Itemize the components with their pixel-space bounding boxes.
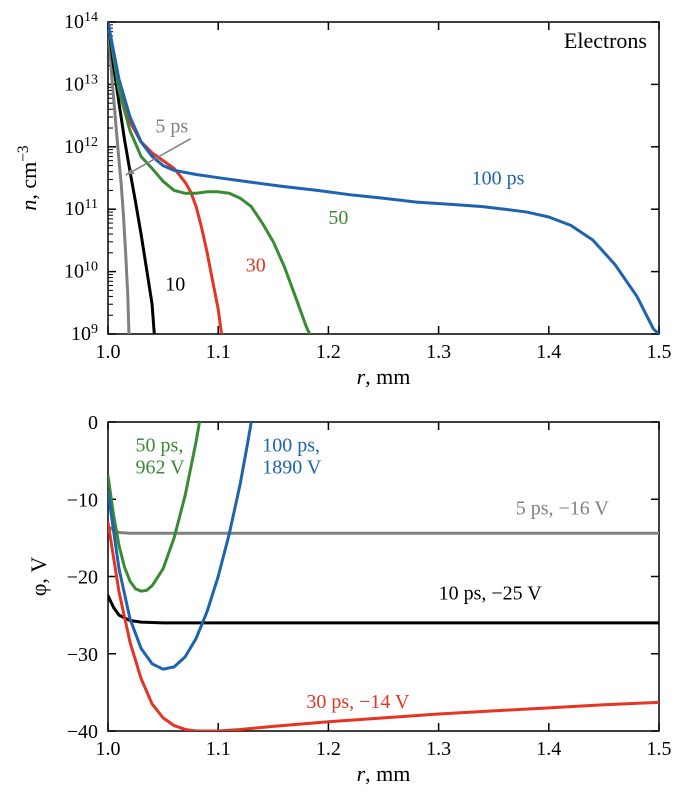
svg-text:1011: 1011 — [65, 197, 98, 221]
bottom-chart-panel: 1.0 1.1 1.2 1.3 1.4 1.5 −40 −30 −20 −10 0 r, mm φ, V… — [10, 408, 675, 793]
svg-text:1012: 1012 — [64, 134, 98, 158]
svg-text:1.1: 1.1 — [206, 738, 231, 760]
svg-text:−30: −30 — [67, 644, 98, 666]
svg-text:5 ps: 5 ps — [155, 115, 188, 137]
svg-text:1890 V: 1890 V — [262, 456, 322, 478]
svg-text:1.2: 1.2 — [316, 738, 341, 760]
svg-text:−10: −10 — [67, 489, 98, 511]
svg-text:1.3: 1.3 — [426, 738, 451, 760]
svg-text:1013: 1013 — [64, 72, 98, 96]
svg-text:−40: −40 — [67, 721, 98, 743]
svg-text:r, mm: r, mm — [357, 761, 411, 786]
svg-text:1.4: 1.4 — [536, 738, 561, 760]
svg-text:30 ps, −14 V: 30 ps, −14 V — [306, 691, 410, 713]
svg-text:1.5: 1.5 — [647, 341, 672, 363]
svg-text:1.3: 1.3 — [426, 341, 451, 363]
svg-text:n, cm−3: n, cm−3 — [15, 145, 42, 211]
svg-text:962 V: 962 V — [136, 456, 186, 478]
svg-text:1.2: 1.2 — [316, 341, 341, 363]
svg-text:φ, V: φ, V — [26, 557, 51, 597]
svg-text:1.0: 1.0 — [96, 341, 121, 363]
svg-text:1.1: 1.1 — [206, 341, 231, 363]
svg-text:10: 10 — [165, 273, 185, 295]
svg-text:1.5: 1.5 — [647, 738, 672, 760]
svg-text:50 ps,: 50 ps, — [136, 434, 184, 456]
svg-text:1010: 1010 — [64, 259, 98, 283]
svg-text:0: 0 — [88, 412, 98, 434]
svg-text:100 ps,: 100 ps, — [262, 434, 320, 456]
svg-text:100 ps: 100 ps — [472, 167, 525, 189]
svg-text:r, mm: r, mm — [357, 364, 411, 389]
svg-text:Electrons: Electrons — [564, 28, 647, 53]
svg-text:30: 30 — [246, 255, 266, 277]
svg-text:50: 50 — [328, 207, 348, 229]
svg-text:1014: 1014 — [64, 10, 98, 34]
svg-text:1.4: 1.4 — [536, 341, 561, 363]
svg-text:−20: −20 — [67, 567, 98, 589]
svg-text:10 ps, −25 V: 10 ps, −25 V — [439, 583, 543, 605]
top-chart-panel: 1.01.11.21.31.41.51091010101110121013101… — [10, 8, 675, 396]
svg-text:109: 109 — [71, 322, 98, 346]
svg-text:5 ps, −16 V: 5 ps, −16 V — [516, 498, 610, 520]
svg-text:1.0: 1.0 — [96, 738, 121, 760]
